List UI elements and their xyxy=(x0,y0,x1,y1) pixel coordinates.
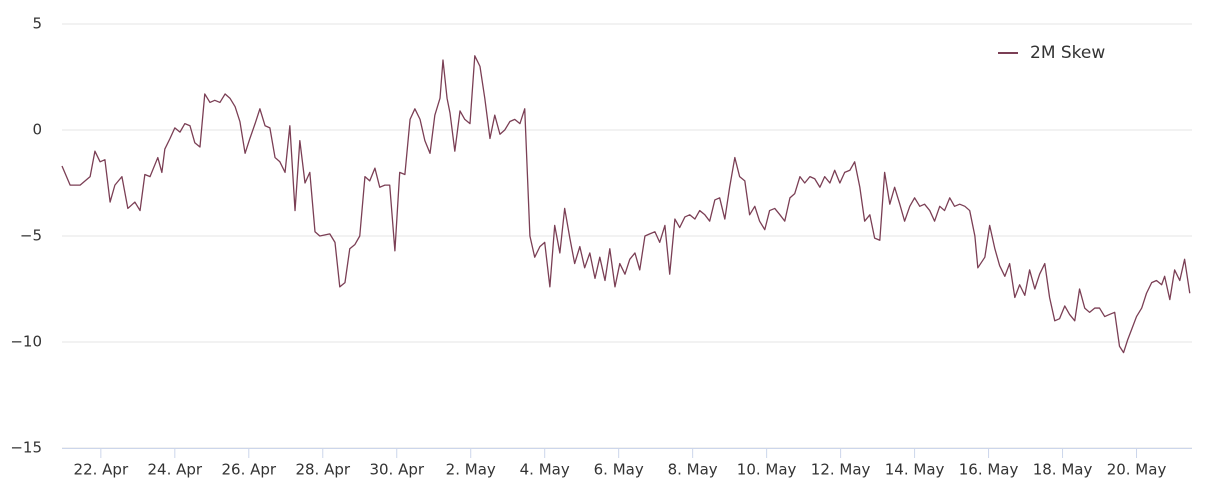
y-tick-label: −15 xyxy=(10,439,42,457)
x-tick-label: 28. Apr xyxy=(295,461,350,479)
x-tick-label: 26. Apr xyxy=(222,461,277,479)
y-tick-label: 5 xyxy=(32,15,42,33)
y-tick-label: −10 xyxy=(10,333,42,351)
x-tick-label: 14. May xyxy=(885,461,945,479)
x-tick-label: 18. May xyxy=(1033,461,1093,479)
y-tick-label: 0 xyxy=(32,121,42,139)
x-tick-label: 6. May xyxy=(594,461,644,479)
x-tick-label: 24. Apr xyxy=(148,461,203,479)
x-tick-label: 10. May xyxy=(737,461,797,479)
x-tick-label: 20. May xyxy=(1107,461,1167,479)
series-line xyxy=(61,55,1191,354)
y-tick-label: −5 xyxy=(20,227,42,245)
x-tick-label: 8. May xyxy=(668,461,718,479)
x-tick-label: 16. May xyxy=(959,461,1019,479)
legend-text: 2M Skew xyxy=(1030,43,1105,63)
x-tick-label: 2. May xyxy=(446,461,496,479)
x-tick-label: 12. May xyxy=(811,461,871,479)
x-tick-label: 22. Apr xyxy=(74,461,129,479)
x-tick-label: 30. Apr xyxy=(369,461,424,479)
x-tick-label: 4. May xyxy=(520,461,570,479)
